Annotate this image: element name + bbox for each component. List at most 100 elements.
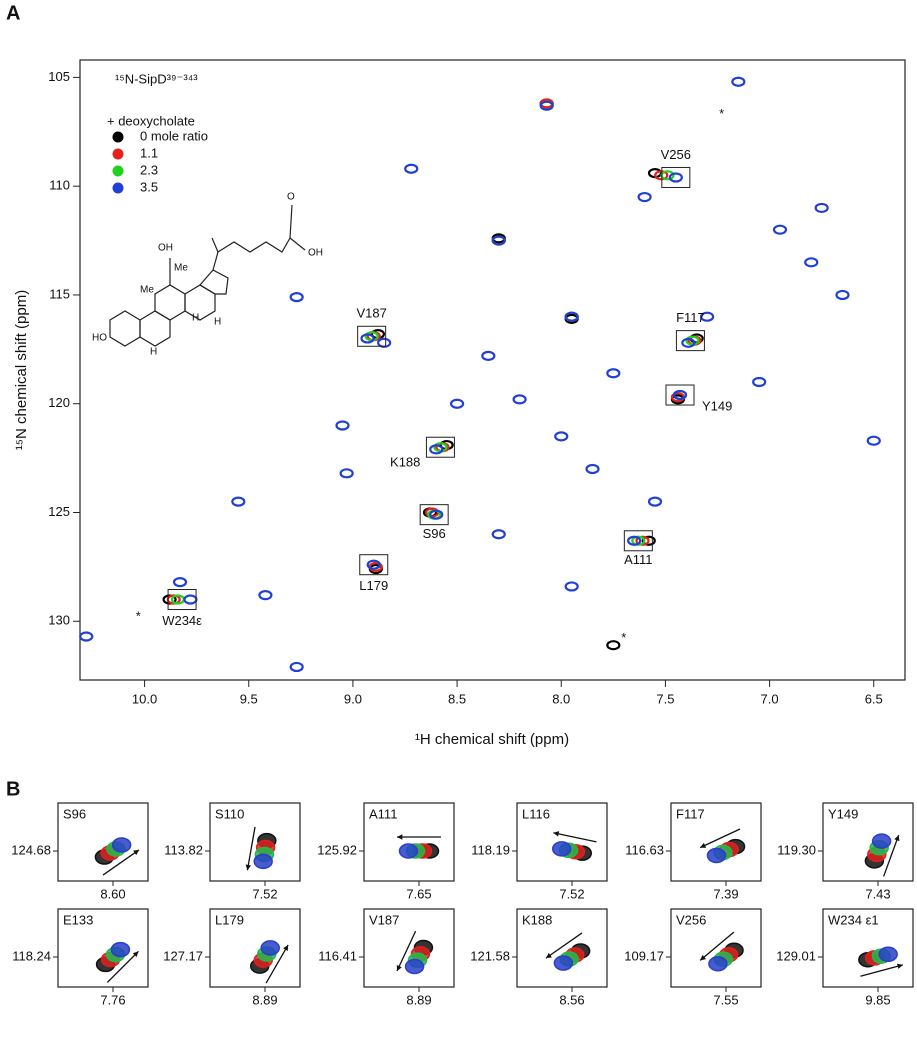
legend-label: 3.5 <box>140 179 158 194</box>
annotation-label: V256 <box>661 147 691 162</box>
peak <box>377 337 392 348</box>
inset-arrow <box>396 930 417 972</box>
inset-label: S110 <box>215 806 244 821</box>
structure <box>109 204 306 347</box>
peak <box>339 468 354 479</box>
asterisk: * <box>136 608 141 623</box>
inset-frame <box>670 908 762 988</box>
inset-label: A111 <box>369 806 397 821</box>
inset-label: K188 <box>522 912 552 927</box>
peak <box>654 170 669 181</box>
inset-x-tick-label: 7.52 <box>559 886 584 901</box>
peak <box>554 431 569 442</box>
x-tick-label: 10.0 <box>132 691 157 706</box>
peak <box>731 76 746 87</box>
inset-label: Y149 <box>828 806 858 821</box>
inset-y-tick-label: 129.01 <box>776 948 816 963</box>
inset-y-tick-label: 118.24 <box>12 948 51 963</box>
inset-arrowhead <box>700 954 706 961</box>
x-axis-title: ¹H chemical shift (ppm) <box>415 731 569 748</box>
inset-frame <box>57 802 149 882</box>
y-tick-label: 130 <box>48 613 70 628</box>
inset-x-tick-label: 8.89 <box>406 992 431 1007</box>
inset-x-tick-label: 8.89 <box>252 992 277 1007</box>
inset-y-tick-label: 109.17 <box>624 948 664 963</box>
annotation-label: Y149 <box>702 398 732 413</box>
peak <box>804 257 819 268</box>
peak <box>672 389 688 401</box>
inset-y-tick-label: 119.30 <box>777 842 816 857</box>
legend-label: 0 mole ratio <box>140 128 208 143</box>
peak <box>668 172 683 183</box>
inset-label: W234 ε1 <box>828 912 879 927</box>
inset-arrow <box>102 849 140 876</box>
peak <box>404 163 419 174</box>
structure-label: Me <box>174 263 188 274</box>
inset-peak <box>110 941 131 958</box>
inset-label: V187 <box>369 912 399 927</box>
annotation-box <box>675 330 705 352</box>
inset-arrowhead <box>894 835 900 842</box>
peak <box>258 590 273 601</box>
inset-peak <box>398 843 419 859</box>
inset-arrow <box>860 964 904 977</box>
inset-x-tick-label: 7.52 <box>252 886 277 901</box>
x-tick-label: 6.5 <box>865 691 883 706</box>
structure-label: H <box>214 317 221 328</box>
annotation-label: L179 <box>359 578 388 593</box>
peak <box>335 420 350 431</box>
y-tick-label: 115 <box>49 286 70 301</box>
peak <box>606 368 621 379</box>
inset-x-tick-label: 7.76 <box>100 992 125 1007</box>
asterisk: * <box>719 106 724 121</box>
inset-y-tick-label: 116.41 <box>318 948 357 963</box>
annotation-label: K188 <box>390 455 420 470</box>
inset-frame <box>57 908 149 988</box>
inset-arrowhead <box>545 952 552 959</box>
annotation-box <box>425 436 455 458</box>
inset-y-tick-label: 127.17 <box>163 948 203 963</box>
annotation-box <box>623 530 653 552</box>
peak <box>585 463 600 475</box>
inset-x-tick-label: 9.85 <box>865 992 890 1007</box>
inset-peak <box>111 837 132 853</box>
inset-arrow <box>106 950 139 983</box>
structure-label: H <box>150 347 157 358</box>
legend-swatch <box>112 148 124 160</box>
legend-swatch <box>112 182 124 194</box>
peak <box>512 394 527 405</box>
inset-y-tick-label: 121.58 <box>470 948 510 963</box>
inset-arrowhead <box>133 849 140 856</box>
peak <box>564 581 579 592</box>
legend-swatch <box>112 165 124 177</box>
x-tick-label: 8.5 <box>448 691 466 706</box>
annotation-box <box>167 589 197 611</box>
inset-x-tick-label: 8.56 <box>559 992 584 1007</box>
peak <box>866 435 881 446</box>
peak <box>647 496 663 507</box>
inset-frame <box>209 908 301 988</box>
inset-arrowhead <box>553 831 560 837</box>
inset-arrow <box>246 826 256 871</box>
inset-frame <box>516 908 608 988</box>
inset-arrow <box>883 834 900 877</box>
legend-swatch <box>112 131 124 143</box>
inset-x-tick-label: 7.65 <box>406 886 431 901</box>
annotation-label: W234ε <box>162 613 202 628</box>
x-tick-label: 7.5 <box>656 691 674 706</box>
peak <box>637 191 652 203</box>
inset-frame <box>363 802 455 882</box>
y-tick-label: 110 <box>49 178 70 193</box>
y-tick-label: 120 <box>48 395 70 410</box>
peak <box>429 444 444 455</box>
inset-arrow <box>265 944 289 984</box>
inset-label: S96 <box>63 806 86 821</box>
inset-peak <box>260 940 280 956</box>
peak <box>752 376 767 388</box>
inset-peak <box>253 853 273 870</box>
asterisk: * <box>621 630 626 645</box>
inset-peak <box>551 841 572 857</box>
inset-arrowhead <box>245 864 252 871</box>
peak <box>641 535 656 546</box>
